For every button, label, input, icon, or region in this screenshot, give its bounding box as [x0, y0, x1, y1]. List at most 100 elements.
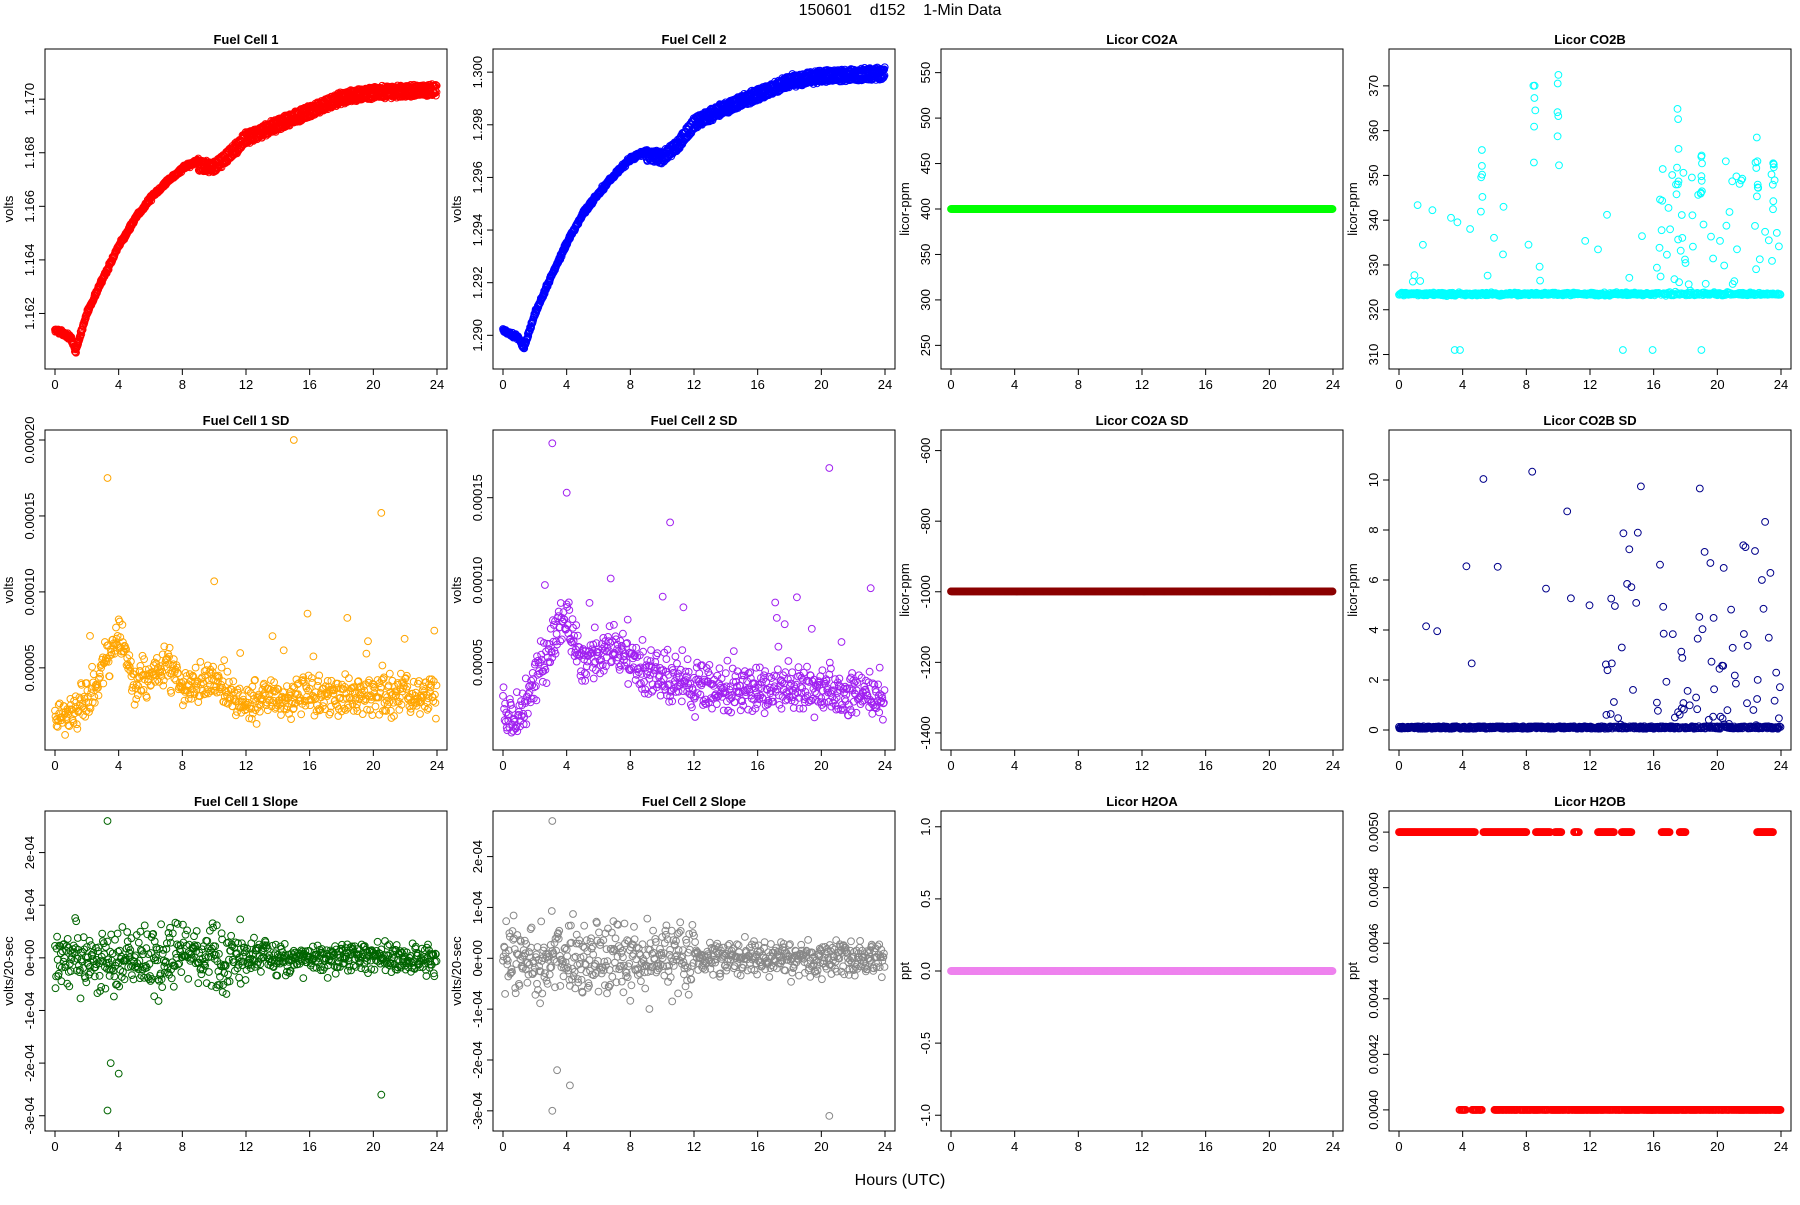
data-point: [253, 721, 260, 728]
x-tick-label: 20: [1262, 377, 1276, 392]
x-tick-label: 20: [814, 377, 828, 392]
data-point: [1677, 247, 1684, 254]
data-point: [1723, 222, 1730, 229]
y-tick-label: 1.166: [22, 190, 37, 223]
y-tick-label: 400: [918, 198, 933, 220]
data-point: [1754, 193, 1761, 200]
data-point: [1531, 123, 1538, 130]
panel-title: Fuel Cell 1: [213, 32, 278, 47]
data-point: [221, 657, 228, 664]
data-point: [1555, 72, 1562, 79]
data-point: [1675, 236, 1682, 243]
data-point: [310, 653, 317, 660]
x-tick-label: 4: [1459, 377, 1466, 392]
data-point: [1491, 234, 1498, 241]
x-tick-label: 0: [947, 377, 954, 392]
data-point: [1753, 266, 1760, 273]
y-axis-label: volts: [1, 576, 16, 603]
data-point: [1698, 347, 1705, 354]
data-point: [1664, 251, 1671, 258]
data-point: [1656, 244, 1663, 251]
panel-title: Fuel Cell 2: [661, 32, 726, 47]
y-axis-label: volts: [449, 195, 464, 222]
data-point: [224, 668, 231, 675]
data-point: [1765, 237, 1772, 244]
x-tick-label: 8: [1075, 377, 1082, 392]
data-point: [89, 663, 96, 670]
data-point: [1771, 177, 1778, 184]
x-tick-label: 4: [115, 377, 122, 392]
data-point: [1699, 160, 1706, 167]
data-point: [1659, 166, 1666, 173]
data-point: [236, 685, 243, 692]
data-point: [1420, 241, 1427, 248]
data-point: [1675, 146, 1682, 153]
data-point: [1689, 212, 1696, 219]
data-point: [1654, 264, 1661, 271]
x-tick-label: 16: [1198, 377, 1212, 392]
data-point: [1626, 274, 1633, 281]
data-point: [1582, 238, 1589, 245]
data-point: [95, 692, 102, 699]
panel-title: Licor CO2B: [1554, 32, 1626, 47]
data-point: [1595, 246, 1602, 253]
data-point: [1525, 241, 1532, 248]
data-point: [1680, 169, 1687, 176]
data-point: [1667, 226, 1674, 233]
plot-frame: [493, 49, 895, 369]
data-point: [1537, 277, 1544, 284]
y-tick-label: 300: [918, 289, 933, 311]
x-tick-label: 8: [179, 377, 186, 392]
data-point: [1752, 223, 1759, 230]
x-tick-label: 4: [1011, 377, 1018, 392]
data-point: [1665, 205, 1672, 212]
data-point: [1689, 174, 1696, 181]
x-tick-label: 20: [366, 377, 380, 392]
data-point: [237, 650, 244, 657]
y-tick-label: 1.296: [470, 161, 485, 194]
y-tick-label: 1.162: [22, 297, 37, 330]
panel-title: Fuel Cell 1 SD: [203, 413, 290, 428]
data-point: [1478, 208, 1485, 215]
y-tick-label: 1.290: [470, 319, 485, 352]
y-axis-label: licor-ppm: [897, 182, 912, 235]
data-point: [1479, 194, 1486, 201]
data-point: [1734, 246, 1741, 253]
data-point: [1484, 272, 1491, 279]
data-point: [1409, 278, 1416, 285]
data-point: [1532, 107, 1539, 114]
data-point: [1770, 198, 1777, 205]
data-point: [106, 673, 113, 680]
x-tick-label: 12: [687, 377, 701, 392]
data-point: [1762, 228, 1769, 235]
y-tick-label: 450: [918, 153, 933, 175]
x-tick-label: 0: [499, 377, 506, 392]
data-point: [1417, 278, 1424, 285]
panel-title: Licor CO2A: [1106, 32, 1178, 47]
x-tick-label: 12: [1583, 377, 1597, 392]
data-point: [180, 702, 187, 709]
data-point: [1769, 258, 1776, 265]
x-tick-label: 16: [1646, 377, 1660, 392]
x-tick-label: 8: [1523, 377, 1530, 392]
x-tick-label: 16: [302, 377, 316, 392]
x-tick-label: 4: [563, 377, 570, 392]
data-point: [1726, 209, 1733, 216]
data-point: [1669, 172, 1676, 179]
figure-title: 150601 d152 1-Min Data: [0, 2, 1800, 20]
y-tick-label: 1.298: [470, 109, 485, 142]
data-point: [1657, 273, 1664, 280]
y-tick-label: 1.164: [22, 244, 37, 277]
x-tick-label: 8: [627, 377, 634, 392]
data-point: [1769, 181, 1776, 188]
data-point: [1414, 202, 1421, 209]
y-tick-label: 370: [1366, 75, 1381, 97]
y-tick-label: 1.292: [470, 266, 485, 299]
data-points: [948, 206, 1336, 213]
data-point: [181, 697, 188, 704]
